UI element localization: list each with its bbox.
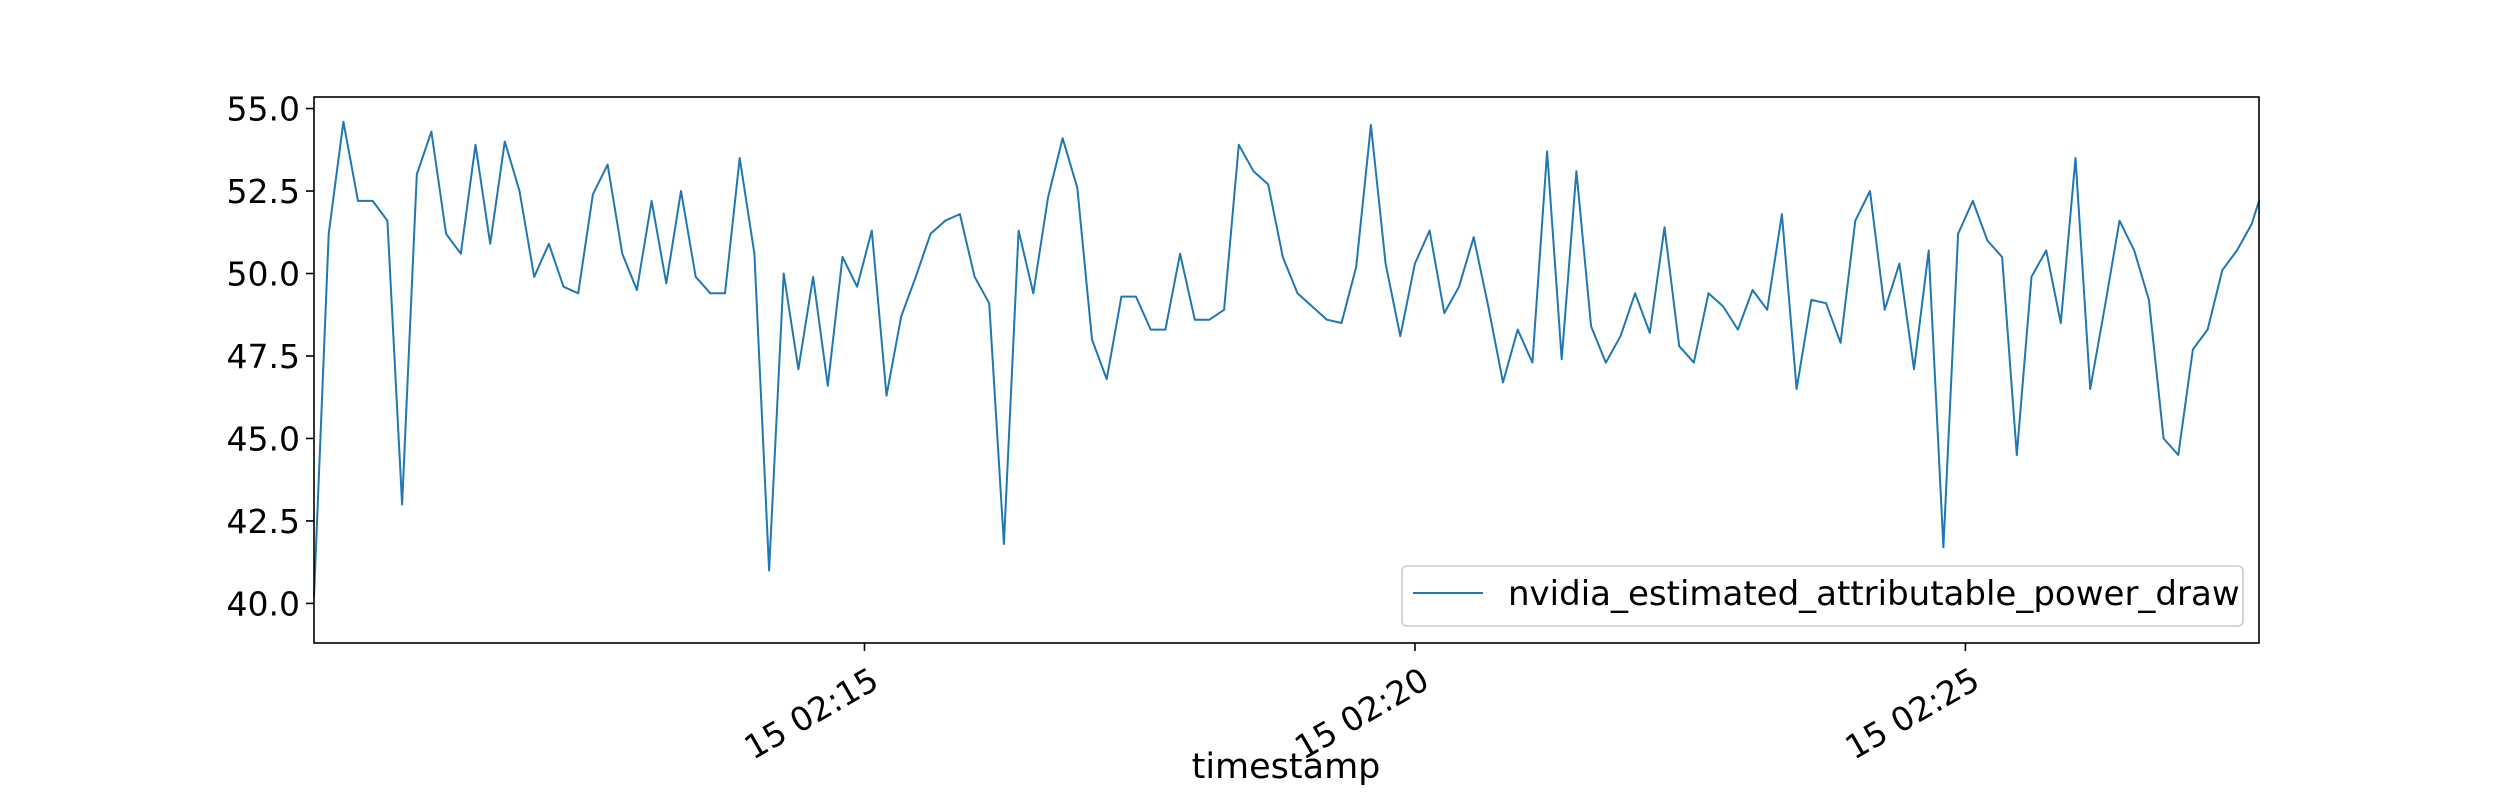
legend-box	[1401, 565, 2244, 627]
y-tick-label: 40.0	[227, 584, 300, 623]
legend: nvidia_estimated_attributable_power_draw	[1401, 565, 2244, 627]
y-tick-label: 55.0	[227, 90, 300, 129]
y-tick-label: 45.0	[227, 419, 300, 458]
x-tick-label: 15 02:25	[1838, 660, 1985, 768]
x-axis-title: timestamp	[1192, 747, 1381, 787]
y-tick-label: 52.5	[227, 172, 300, 211]
plot-frame	[313, 96, 2260, 644]
plot-area	[314, 97, 2259, 643]
y-tick-label: 42.5	[227, 502, 300, 541]
y-axis: 40.0 42.5 45.0 47.5 50.0 52.5 55.0	[227, 90, 314, 623]
y-tick-label: 47.5	[227, 337, 300, 376]
legend-label: nvidia_estimated_attributable_power_draw	[1508, 574, 2240, 614]
x-tick-label: 15 02:15	[738, 660, 885, 768]
y-tick-label: 50.0	[227, 255, 300, 294]
power-draw-line	[313, 120, 2260, 597]
